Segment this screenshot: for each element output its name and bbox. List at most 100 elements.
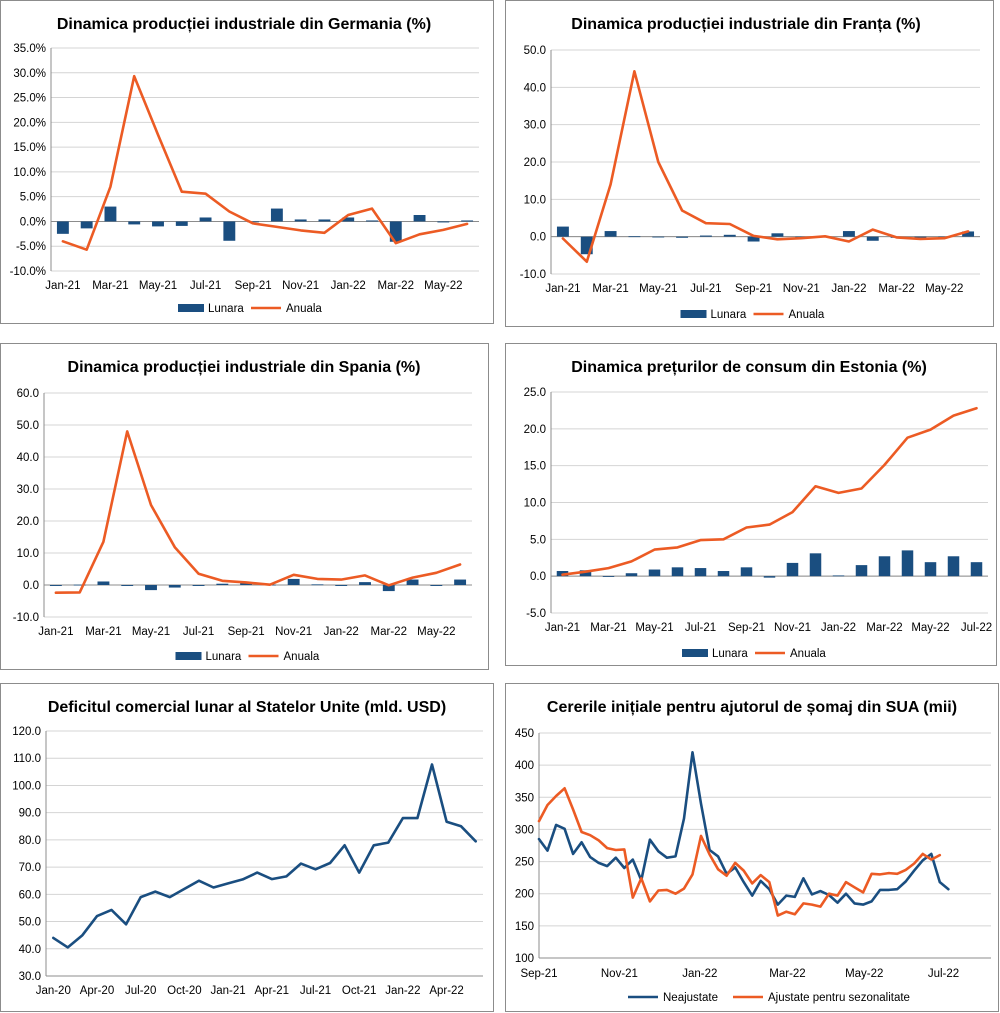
y-tick-label: 80.0 [19, 835, 41, 847]
bar-lunara [335, 585, 348, 586]
legend-label-neajustate: Neajustate [663, 992, 718, 1004]
x-tick-label: Jul-22 [961, 622, 992, 634]
x-tick-label: Jan-21 [545, 283, 580, 295]
chart-panel-spain: Dinamica producției industriale din Span… [0, 343, 489, 670]
bar-lunara [855, 565, 868, 577]
x-tick-label: Jul-20 [125, 985, 156, 997]
bar-lunara [199, 217, 212, 222]
bar-lunara [49, 585, 62, 586]
bar-lunara [366, 220, 378, 222]
y-tick-label: 10.0 [524, 498, 546, 510]
x-tick-label: Sep-21 [520, 968, 557, 980]
x-tick-label: Jan-21 [38, 626, 73, 638]
x-tick-label: Oct-21 [342, 985, 377, 997]
bar-lunara [723, 234, 736, 237]
legend-swatch-lunara [682, 649, 708, 657]
x-tick-label: Nov-21 [282, 280, 319, 292]
legend-label-lunara: Lunara [711, 309, 747, 321]
bar-lunara [786, 562, 799, 577]
y-tick-label: 20.0% [13, 117, 46, 129]
bar-lunara [652, 236, 665, 238]
y-tick-label: 0.0 [23, 580, 39, 592]
y-tick-label: 20.0 [524, 157, 546, 169]
chart-us-trade-svg: Deficitul comercial lunar al Statelor Un… [12, 699, 483, 997]
bar-lunara [947, 556, 960, 577]
x-tick-label: May-22 [925, 283, 963, 295]
x-tick-label: Mar-22 [378, 280, 414, 292]
series-line-neajustate [537, 751, 950, 906]
y-tick-label: 35.0% [13, 43, 46, 55]
y-tick-label: 50.0 [17, 420, 39, 432]
bar-lunara [866, 236, 879, 241]
x-tick-label: Sep-21 [235, 280, 272, 292]
x-tick-label: Mar-22 [866, 622, 902, 634]
y-tick-label: 60.0 [19, 889, 41, 901]
y-tick-label: 10.0 [17, 548, 39, 560]
y-tick-label: -5.0 [526, 608, 546, 620]
y-tick-label: 25.0% [13, 93, 46, 105]
chart-germany-svg: Dinamica producției industriale din Germ… [10, 16, 479, 315]
y-tick-label: 400 [515, 760, 534, 772]
y-tick-label: 200 [515, 889, 534, 901]
bar-lunara [223, 221, 236, 241]
x-tick-label: Sep-21 [228, 626, 265, 638]
x-tick-label: Oct-20 [167, 985, 202, 997]
bar-lunara [763, 576, 776, 578]
legend-label-anuala: Anuala [790, 648, 826, 660]
chart-title: Dinamica producției industriale din Span… [68, 359, 421, 376]
y-tick-label: 0.0% [20, 216, 46, 228]
x-tick-label: May-22 [845, 968, 883, 980]
x-tick-label: Mar-21 [590, 622, 626, 634]
chart-spain-svg: Dinamica producției industriale din Span… [13, 359, 472, 663]
series-line-anuala [561, 406, 978, 576]
chart-title: Dinamica producției industriale din Fran… [571, 16, 920, 33]
x-tick-label: Nov-21 [783, 283, 820, 295]
x-tick-label: Nov-21 [601, 968, 638, 980]
series-line-anuala [61, 74, 469, 251]
y-tick-label: 30.0 [17, 484, 39, 496]
y-tick-label: 0.0 [530, 571, 546, 583]
y-tick-label: 5.0% [20, 192, 46, 204]
bar-lunara [121, 585, 134, 586]
chart-panel-france: Dinamica producției industriale din Fran… [505, 0, 994, 327]
bar-lunara [962, 231, 975, 237]
chart-us-claims-svg: Cererile inițiale pentru ajutorul de șom… [515, 699, 991, 1004]
x-tick-label: Mar-21 [92, 280, 128, 292]
bar-lunara [192, 585, 205, 586]
x-tick-label: Nov-21 [275, 626, 312, 638]
bar-lunara [625, 573, 638, 577]
y-tick-label: 15.0% [13, 142, 46, 154]
bar-lunara [318, 219, 331, 222]
y-tick-label: 100 [515, 953, 534, 965]
bar-lunara [747, 236, 760, 242]
bar-lunara [604, 231, 617, 237]
bar-lunara [914, 236, 927, 238]
x-tick-label: Apr-22 [429, 985, 464, 997]
bar-lunara [461, 220, 474, 222]
bar-lunara [579, 570, 592, 577]
x-tick-label: Sep-21 [735, 283, 772, 295]
bar-lunara [359, 582, 371, 585]
bar-lunara [287, 578, 300, 585]
y-tick-label: 10.0% [13, 167, 46, 179]
y-tick-label: -5.0% [16, 241, 46, 253]
chart-estonia-svg: Dinamica prețurilor de consum din Estoni… [524, 359, 993, 660]
x-tick-label: Jan-21 [45, 280, 80, 292]
bar-lunara [580, 236, 593, 255]
bar-lunara [430, 585, 443, 586]
legend-label-lunara: Lunara [206, 651, 242, 663]
bar-lunara [73, 584, 86, 586]
bar-lunara [97, 581, 110, 585]
y-tick-label: -10.0 [520, 269, 546, 281]
bar-lunara [342, 217, 355, 222]
chart-panel-germany: Dinamica producției industriale din Germ… [0, 0, 494, 324]
legend-label-anuala: Anuala [286, 303, 322, 315]
y-tick-label: -10.0 [13, 612, 39, 624]
y-tick-label: 120.0 [12, 726, 41, 738]
x-tick-label: May-21 [639, 283, 677, 295]
y-tick-label: 110.0 [13, 753, 41, 765]
chart-title: Cererile inițiale pentru ajutorul de șom… [547, 699, 957, 716]
bar-lunara [771, 233, 784, 237]
y-tick-label: 40.0 [17, 452, 39, 464]
y-tick-label: 50.0 [524, 45, 546, 57]
